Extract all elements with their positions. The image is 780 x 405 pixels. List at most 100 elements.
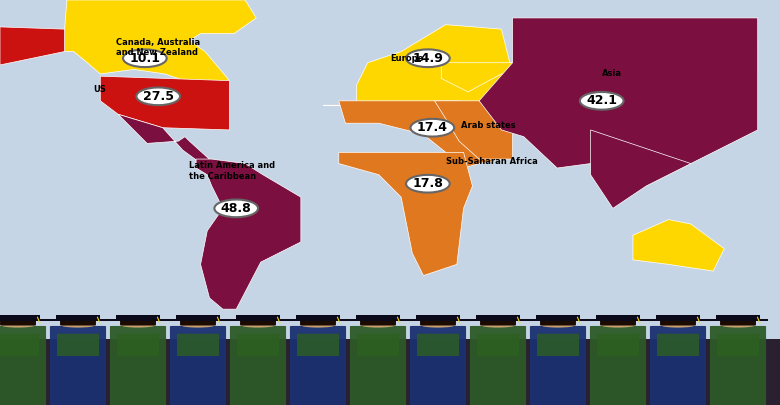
FancyBboxPatch shape [240, 320, 276, 326]
Bar [229, 320, 288, 321]
FancyBboxPatch shape [480, 320, 516, 326]
FancyBboxPatch shape [417, 334, 459, 356]
FancyBboxPatch shape [656, 315, 700, 320]
FancyBboxPatch shape [470, 326, 526, 405]
FancyBboxPatch shape [710, 326, 766, 405]
Text: 14.9: 14.9 [413, 52, 443, 65]
Polygon shape [0, 27, 65, 65]
Bar [289, 320, 348, 321]
Circle shape [601, 323, 635, 328]
FancyBboxPatch shape [170, 326, 226, 405]
FancyBboxPatch shape [0, 334, 39, 356]
Circle shape [181, 323, 215, 328]
FancyBboxPatch shape [417, 315, 460, 320]
FancyBboxPatch shape [410, 326, 466, 405]
FancyBboxPatch shape [720, 320, 756, 326]
Polygon shape [434, 101, 512, 159]
Text: 27.5: 27.5 [143, 90, 174, 103]
FancyBboxPatch shape [176, 315, 220, 320]
FancyBboxPatch shape [50, 326, 106, 405]
FancyBboxPatch shape [236, 315, 280, 320]
Text: 48.8: 48.8 [221, 202, 252, 215]
Polygon shape [633, 220, 725, 271]
Text: 17.4: 17.4 [417, 121, 448, 134]
FancyBboxPatch shape [0, 326, 46, 405]
FancyBboxPatch shape [650, 326, 706, 405]
Circle shape [580, 92, 623, 110]
FancyBboxPatch shape [660, 320, 696, 326]
Text: Europe: Europe [390, 54, 424, 63]
Bar [48, 320, 108, 321]
Text: US: US [94, 85, 106, 94]
FancyBboxPatch shape [296, 315, 340, 320]
Circle shape [301, 323, 335, 328]
Circle shape [421, 323, 456, 328]
Text: Arab states: Arab states [461, 121, 516, 130]
FancyBboxPatch shape [476, 315, 519, 320]
FancyBboxPatch shape [357, 334, 399, 356]
FancyBboxPatch shape [300, 320, 336, 326]
Polygon shape [339, 101, 502, 168]
Polygon shape [590, 130, 691, 208]
Circle shape [123, 49, 167, 67]
Circle shape [361, 323, 395, 328]
FancyBboxPatch shape [657, 334, 699, 356]
FancyBboxPatch shape [297, 334, 339, 356]
Bar [648, 320, 707, 321]
Bar [0, 339, 780, 405]
Text: Asia: Asia [601, 69, 622, 79]
Circle shape [61, 323, 95, 328]
Text: Latin America and
the Caribbean: Latin America and the Caribbean [190, 161, 275, 181]
FancyBboxPatch shape [356, 315, 400, 320]
FancyBboxPatch shape [180, 320, 216, 326]
FancyBboxPatch shape [56, 315, 100, 320]
Circle shape [661, 323, 695, 328]
FancyBboxPatch shape [230, 326, 286, 405]
FancyBboxPatch shape [717, 334, 759, 356]
FancyBboxPatch shape [110, 326, 166, 405]
Text: Canada, Australia
and New Zealand: Canada, Australia and New Zealand [116, 38, 200, 58]
Bar [108, 320, 168, 321]
Bar [349, 320, 408, 321]
FancyBboxPatch shape [290, 326, 346, 405]
Circle shape [215, 200, 258, 217]
Circle shape [406, 175, 450, 192]
Circle shape [410, 119, 454, 136]
Polygon shape [479, 18, 757, 186]
Polygon shape [118, 114, 211, 168]
Polygon shape [196, 159, 301, 309]
Circle shape [721, 323, 755, 328]
FancyBboxPatch shape [597, 334, 639, 356]
FancyBboxPatch shape [420, 320, 456, 326]
FancyBboxPatch shape [477, 334, 519, 356]
Circle shape [136, 87, 180, 105]
Polygon shape [65, 0, 257, 90]
Polygon shape [441, 22, 757, 96]
Text: 17.8: 17.8 [413, 177, 443, 190]
FancyBboxPatch shape [177, 334, 219, 356]
Circle shape [1, 323, 35, 328]
Circle shape [541, 323, 575, 328]
FancyBboxPatch shape [117, 334, 159, 356]
Text: 42.1: 42.1 [587, 94, 617, 107]
Bar [409, 320, 468, 321]
FancyBboxPatch shape [116, 315, 160, 320]
Circle shape [121, 323, 155, 328]
Bar [708, 320, 768, 321]
FancyBboxPatch shape [540, 320, 576, 326]
FancyBboxPatch shape [350, 326, 406, 405]
Bar [0, 320, 48, 321]
Circle shape [241, 323, 275, 328]
Polygon shape [101, 76, 229, 130]
Bar [168, 320, 228, 321]
FancyBboxPatch shape [0, 320, 36, 326]
FancyBboxPatch shape [530, 326, 586, 405]
FancyBboxPatch shape [60, 320, 96, 326]
FancyBboxPatch shape [120, 320, 156, 326]
Text: Sub-Saharan Africa: Sub-Saharan Africa [445, 157, 537, 166]
Circle shape [406, 49, 450, 67]
Polygon shape [323, 25, 512, 105]
Bar [528, 320, 587, 321]
FancyBboxPatch shape [57, 334, 99, 356]
FancyBboxPatch shape [237, 334, 279, 356]
